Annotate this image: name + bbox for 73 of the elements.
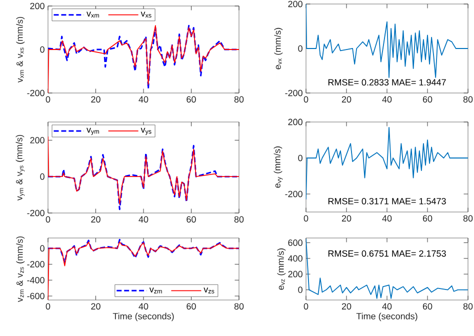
x-tick-label: 40: [138, 303, 148, 310]
x-axis-title: Time (seconds): [356, 312, 418, 322]
y-tick-label: 200: [30, 2, 44, 10]
y-tick-label: -200: [285, 90, 302, 96]
line-series: [306, 126, 468, 200]
x-axis-title: Time (seconds): [112, 312, 174, 322]
x-tick-label: 0: [46, 303, 50, 310]
y-tick-label: -400: [27, 276, 44, 284]
legend-label: v$_{zs}$: [204, 288, 214, 294]
legend-label: v$_{zm}$: [149, 288, 162, 294]
x-tick-label: 40: [382, 303, 392, 310]
legend-label: v$_{ys}$: [140, 128, 152, 135]
y-axis-title: e$_{vy}$ (mm/s): [274, 146, 283, 188]
y-tick-label: 400: [288, 255, 302, 262]
x-tick-label: 20: [342, 96, 352, 103]
line-series: [48, 144, 239, 210]
x-tick-label: 40: [382, 96, 392, 103]
x-tick-label: 60: [422, 303, 432, 310]
line-series: [48, 238, 239, 264]
x-tick-label: 0: [304, 215, 308, 222]
y-axis-title: e$_{vz}$ (mm/s): [277, 248, 286, 290]
x-tick-label: 40: [138, 216, 148, 223]
y-tick-label: 600: [288, 240, 302, 246]
x-tick-label: 60: [186, 96, 196, 103]
x-tick-label: 60: [186, 216, 196, 223]
y-axis-title: v$_{ym}$ & v$_{ys}$ (mm/s): [16, 134, 25, 201]
x-tick-label: 40: [138, 96, 148, 103]
y-tick-label: 0: [40, 173, 44, 180]
x-tick-label: 40: [382, 215, 392, 222]
x-tick-label: 0: [46, 216, 50, 223]
y-tick-label: 200: [288, 118, 302, 126]
y-axis-title: e$_{vx}$ (mm/s): [274, 28, 283, 70]
legend-label: v$_{ym}$: [86, 128, 99, 135]
y-tick-label: 200: [288, 0, 302, 8]
x-tick-label: 80: [234, 96, 244, 103]
x-tick-label: 20: [91, 216, 100, 223]
legend-label: v$_{xm}$: [86, 12, 99, 18]
x-tick-label: 0: [304, 96, 308, 103]
line-series: [48, 136, 239, 204]
x-tick-label: 20: [91, 303, 100, 310]
x-tick-label: 20: [91, 96, 100, 103]
line-series: [306, 4, 468, 78]
x-tick-label: 80: [234, 216, 244, 223]
annotation: RMSE= 0.6751 MAE= 2.1753: [328, 250, 446, 257]
y-tick-label: 0: [298, 286, 302, 293]
x-tick-label: 20: [342, 303, 352, 310]
x-tick-label: 60: [186, 303, 196, 310]
x-tick-label: 80: [234, 303, 244, 310]
y-tick-label: 0: [40, 46, 44, 53]
y-tick-label: 200: [30, 137, 44, 144]
y-tick-label: -600: [27, 292, 44, 300]
x-tick-label: 20: [342, 215, 352, 222]
y-tick-label: -200: [27, 210, 44, 216]
y-tick-label: -200: [27, 90, 44, 96]
x-tick-label: 80: [463, 96, 473, 103]
annotation: RMSE= 0.2833 MAE= 1.9447: [328, 79, 446, 86]
x-tick-label: 60: [422, 96, 432, 103]
y-tick-label: -200: [27, 261, 44, 268]
x-tick-label: 80: [463, 215, 473, 222]
y-tick-label: 0: [298, 45, 302, 52]
x-tick-label: 0: [304, 303, 308, 310]
annotation: RMSE= 0.3171 MAE= 1.5473: [328, 198, 446, 204]
y-axis-title: v$_{xm}$ & v$_{xs}$ (mm/s): [16, 16, 25, 83]
y-axis-title: v$_{zm}$ & v$_{zs}$ (mm/s): [16, 236, 25, 302]
y-tick-label: 200: [288, 270, 302, 278]
x-tick-label: 0: [46, 96, 50, 103]
y-tick-label: -200: [285, 190, 302, 198]
y-tick-label: 0: [298, 154, 302, 162]
line-series: [306, 238, 468, 299]
y-tick-label: 0: [40, 245, 44, 252]
legend-label: v$_{xs}$: [140, 12, 152, 18]
x-tick-label: 80: [463, 303, 473, 310]
x-tick-label: 60: [422, 215, 432, 222]
